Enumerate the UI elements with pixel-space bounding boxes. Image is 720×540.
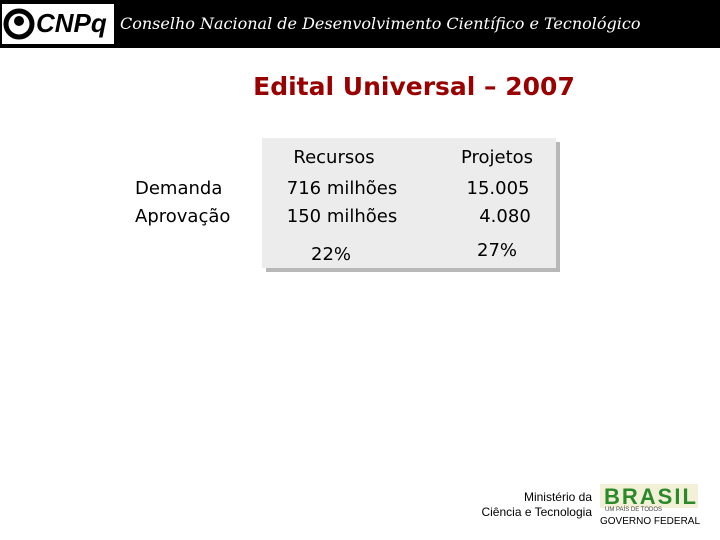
ministry: Ciência e Tecnologia — [481, 505, 592, 519]
total: 27% — [476, 240, 518, 261]
cell: 150 milhões — [286, 206, 398, 227]
cell: 15.005 — [466, 178, 530, 199]
logo-text: CNPq — [36, 8, 107, 38]
logo — [2, 4, 114, 44]
row-label: Aprovação — [135, 206, 231, 227]
column-header: Recursos — [293, 147, 375, 168]
ministry: Ministério da — [523, 490, 592, 504]
table-box — [262, 138, 556, 268]
slide-title: Edital Universal – 2007 — [253, 72, 575, 101]
total: 22% — [310, 244, 352, 265]
brand-logo — [600, 484, 698, 508]
cell: 716 milhões — [286, 178, 398, 199]
row-label: Demanda — [135, 178, 223, 199]
header-bar — [0, 0, 720, 48]
government: GOVERNO FEDERAL — [600, 516, 701, 527]
motto: UM PAÍS DE TODOS — [605, 507, 663, 513]
header-title: Conselho Nacional de Desenvolvimento Cie… — [120, 14, 641, 33]
logo-icon — [3, 8, 35, 40]
column-header: Projetos — [460, 147, 534, 168]
cell: 4.080 — [479, 206, 531, 227]
brand: BRASIL — [604, 484, 698, 509]
